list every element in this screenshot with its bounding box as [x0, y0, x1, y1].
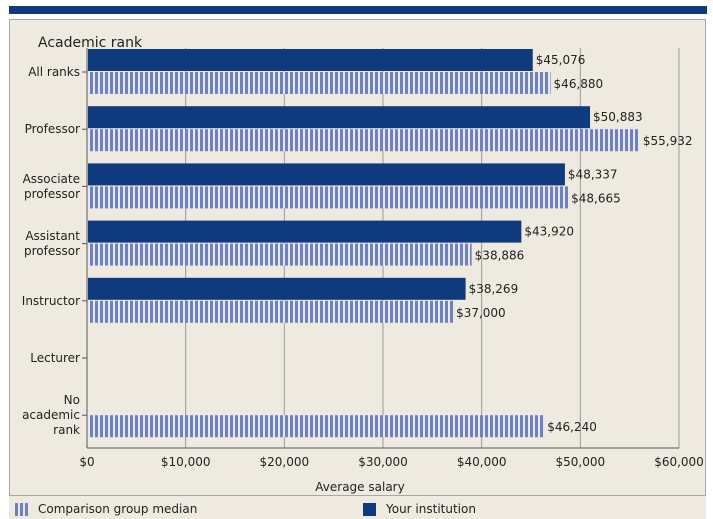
bar-comparison-group — [88, 186, 569, 209]
x-tick-label: $20,000 — [260, 455, 310, 469]
category-label: professor — [24, 244, 80, 258]
data-label: $46,880 — [554, 77, 604, 91]
bar-your-institution — [88, 220, 522, 243]
data-label: $50,883 — [593, 110, 643, 124]
bar-your-institution — [88, 106, 591, 129]
chart-panel: $0 $10,000 $20,000 $30,000 $40,000 $50,000 $60… — [9, 19, 706, 516]
bar-your-institution — [88, 49, 533, 71]
data-label: $43,920 — [524, 225, 574, 239]
data-label: $37,000 — [456, 306, 506, 320]
comparison-swatch — [15, 503, 28, 516]
bar-comparison-group — [88, 72, 551, 94]
legend-label-comparison: Comparison group median — [38, 502, 198, 516]
bar-comparison-group — [88, 243, 472, 266]
category-label: rank — [53, 423, 80, 437]
bar-your-institution — [88, 277, 466, 300]
x-tick-label: $40,000 — [457, 455, 507, 469]
x-tick-label: $10,000 — [161, 455, 211, 469]
bar-comparison-group — [88, 415, 545, 438]
category-label: professor — [24, 187, 80, 201]
x-tick-label: $60,000 — [654, 455, 704, 469]
header-band — [9, 6, 707, 14]
data-label: $45,076 — [536, 53, 586, 67]
data-label: $38,269 — [469, 282, 519, 296]
x-tick-label: $30,000 — [358, 455, 408, 469]
institution-swatch — [363, 503, 376, 516]
data-label: $48,665 — [571, 191, 621, 205]
category-label: Instructor — [22, 294, 80, 308]
bar-comparison-group — [88, 129, 640, 152]
data-label: $48,337 — [568, 167, 618, 181]
legend-item-comparison: Comparison group median — [15, 502, 197, 516]
x-tick-label: $50,000 — [556, 455, 606, 469]
legend-item-institution: Your institution — [363, 502, 476, 516]
bar-your-institution — [88, 163, 565, 186]
category-label: Professor — [25, 122, 80, 136]
data-label: $46,240 — [547, 420, 597, 434]
category-label: No — [64, 393, 80, 407]
category-label: All ranks — [28, 65, 80, 79]
salary-bar-chart: $0 $10,000 $20,000 $30,000 $40,000 $50,000 $60… — [22, 35, 704, 494]
category-label: Associate — [23, 172, 80, 186]
legend-label-institution: Your institution — [386, 502, 476, 516]
category-label: academic — [22, 408, 80, 422]
legend: Comparison group median Your institution — [9, 495, 706, 519]
data-label: $55,932 — [643, 134, 693, 148]
bar-comparison-group — [88, 300, 454, 323]
x-tick-label: $0 — [79, 455, 94, 469]
x-axis-label: Average salary — [315, 480, 404, 494]
category-label: Lecturer — [30, 351, 80, 365]
data-label: $38,886 — [475, 249, 525, 263]
chart-title: Academic rank — [38, 35, 143, 51]
category-label: Assistant — [25, 229, 80, 243]
